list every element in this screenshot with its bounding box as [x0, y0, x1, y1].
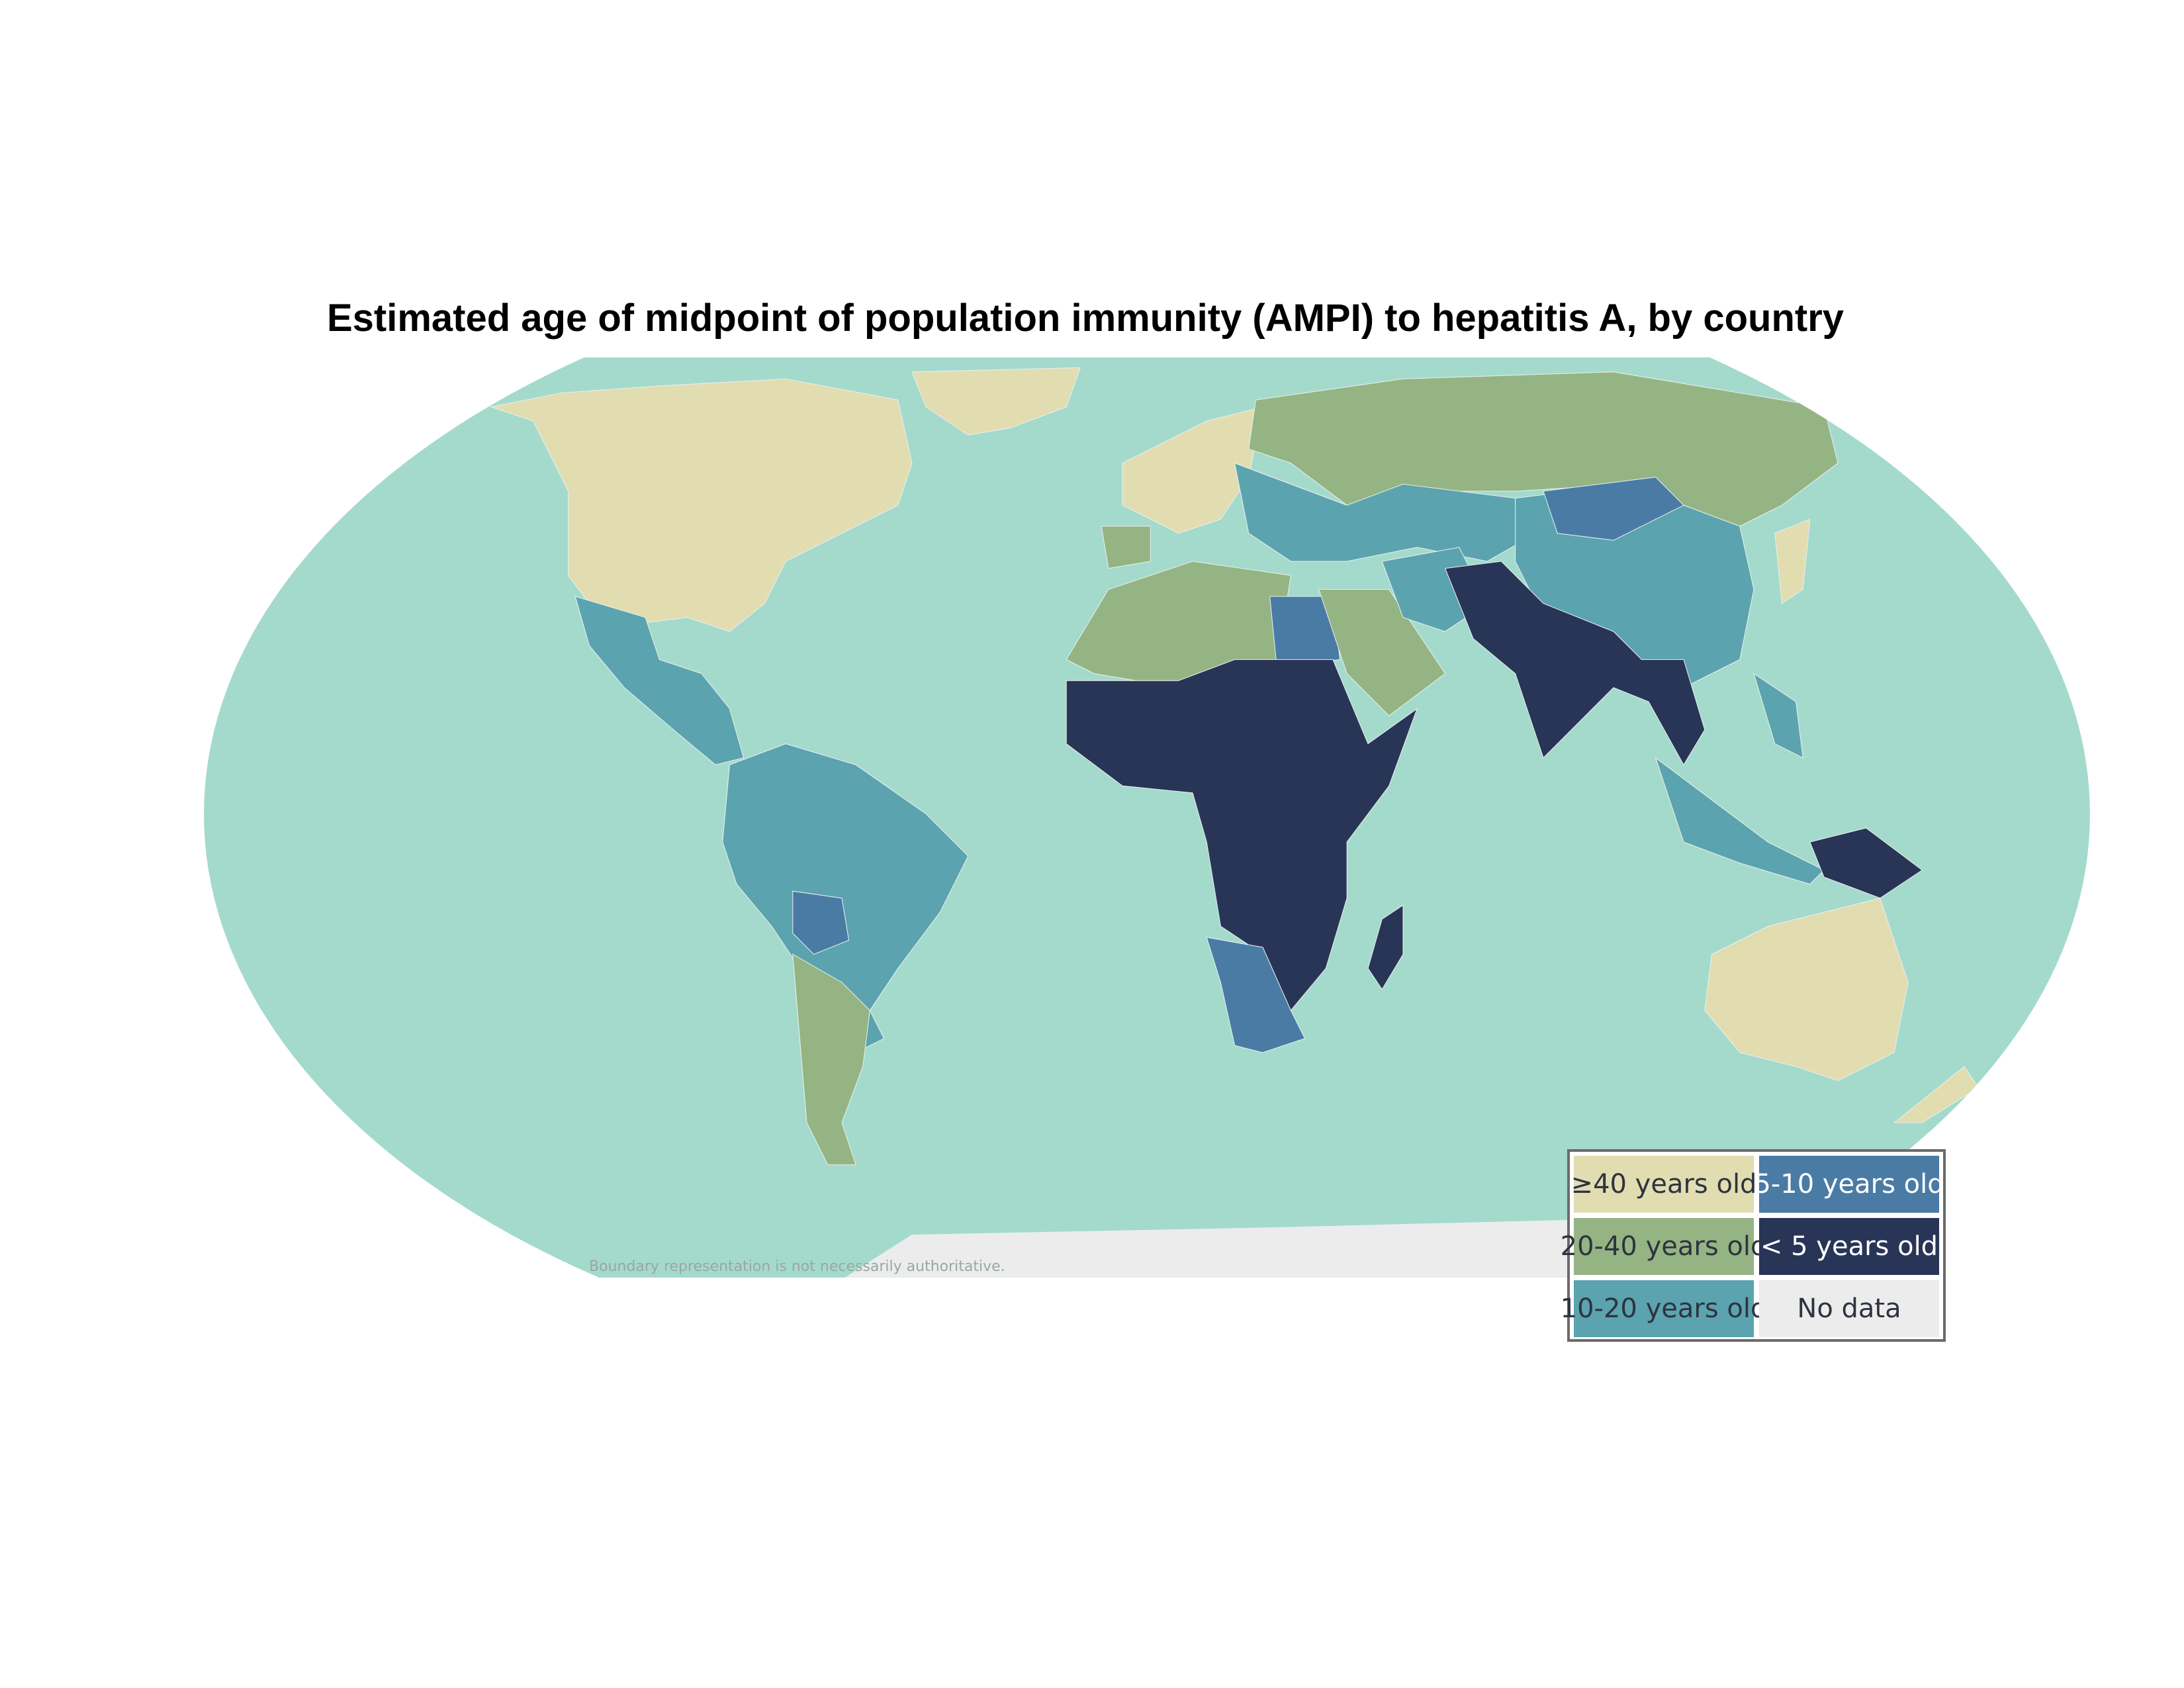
- footnote: Boundary representation is not necessari…: [589, 1258, 1005, 1275]
- map: [204, 357, 2090, 1278]
- north-america: [489, 378, 913, 632]
- legend-label: 20-40 years old: [1561, 1231, 1768, 1262]
- legend-swatch: [1759, 1280, 1939, 1337]
- title: Estimated age of midpoint of population …: [327, 297, 1844, 340]
- japan: [1774, 518, 1811, 604]
- legend-label: ≥40 years old: [1571, 1169, 1757, 1199]
- legend-label: 5-10 years old: [1754, 1169, 1944, 1199]
- landmasses: [489, 367, 1979, 1278]
- australia: [1704, 898, 1909, 1081]
- central-america: [574, 596, 745, 765]
- legend-swatch: [1574, 1218, 1754, 1275]
- legend-swatch: [1574, 1280, 1754, 1337]
- papua-new-guinea: [1809, 827, 1923, 899]
- indonesia: [1655, 757, 1825, 885]
- egypt: [1269, 596, 1341, 667]
- legend-label: 10-20 years old: [1561, 1293, 1768, 1324]
- legend-swatch: [1574, 1156, 1754, 1213]
- south-america: [722, 743, 969, 1053]
- madagascar: [1367, 904, 1404, 990]
- central-asia: [1234, 462, 1537, 562]
- legend-label: No data: [1797, 1293, 1901, 1324]
- africa: [1066, 659, 1418, 1011]
- mongolia: [1543, 477, 1684, 541]
- legend-label: < 5 years old: [1760, 1231, 1938, 1262]
- iberia: [1101, 526, 1151, 569]
- europe: [1122, 406, 1263, 534]
- legend-swatch: [1759, 1156, 1939, 1213]
- greenland: [911, 367, 1081, 436]
- bolivia: [792, 890, 850, 955]
- southern-africa: [1206, 937, 1306, 1053]
- map-body: [204, 357, 2090, 1278]
- legend: ≥40 years old 20-40 years old 10-20 years …: [1561, 1149, 1946, 1342]
- legend-swatch: [1759, 1218, 1939, 1275]
- arabia: [1318, 588, 1446, 716]
- southern-cone: [792, 953, 870, 1166]
- antarctica: [841, 1217, 1713, 1278]
- philippines: [1753, 673, 1803, 759]
- south-asia: [1444, 561, 1706, 766]
